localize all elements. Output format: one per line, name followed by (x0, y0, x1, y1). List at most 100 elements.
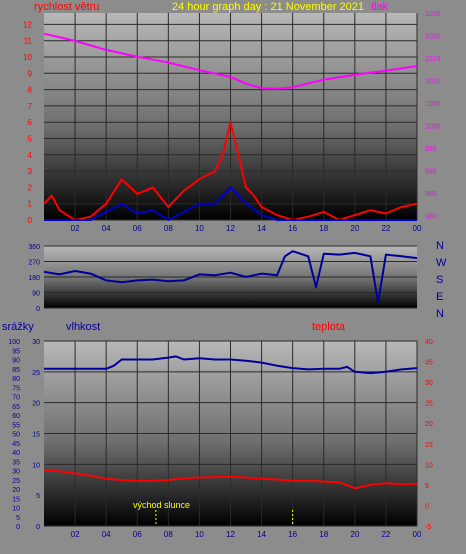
y-tick-label: 12 (23, 20, 32, 29)
y-tick-label: 40 (425, 339, 433, 346)
compass-label: N (436, 240, 444, 252)
y-tick-label: 30 (32, 339, 40, 346)
y-tick-label: 980 (425, 214, 437, 221)
y-tick-label: 20 (12, 487, 20, 494)
y-tick-label: 5 (16, 515, 20, 522)
x-tick-label: 16 (288, 224, 297, 233)
y-tick-label: 20 (425, 421, 433, 428)
x-tick-label: 00 (413, 530, 422, 539)
y-tick-label: 10 (23, 53, 32, 62)
x-tick-label: 08 (164, 530, 173, 539)
y-tick-label: 5 (425, 483, 429, 490)
x-tick-label: 16 (288, 530, 297, 539)
y-tick-label: 40 (12, 450, 20, 457)
y-tick-label: -5 (425, 524, 431, 531)
y-tick-label: 11 (24, 37, 33, 46)
y-tick-label: 2 (28, 183, 33, 192)
y-tick-label: 8 (28, 86, 33, 95)
y-tick-label: 0 (425, 503, 429, 510)
x-tick-label: 12 (226, 224, 235, 233)
x-tick-label: 22 (381, 224, 390, 233)
y-tick-label: 6 (28, 118, 33, 127)
y-tick-label: 90 (12, 358, 20, 365)
y-tick-label: 1005 (425, 101, 441, 108)
y-tick-label: 1 (28, 200, 33, 209)
y-tick-label: 85 (12, 367, 20, 374)
humidity-line (44, 355, 418, 375)
y-tick-label: 9 (28, 69, 33, 78)
x-tick-label: 02 (71, 530, 80, 539)
y-tick-label: 25 (425, 401, 433, 408)
y-tick-label: 30 (425, 380, 433, 387)
x-tick-label: 10 (195, 530, 204, 539)
chart-title: 24 hour graph day : 21 November 2021 (172, 1, 364, 13)
y-tick-label: 30 (12, 469, 20, 476)
y-tick-label: 360 (28, 244, 40, 251)
y-tick-label: 995 (425, 146, 437, 153)
x-tick-label: 18 (319, 530, 328, 539)
humidity-axis-title: vlhkost (66, 321, 100, 333)
y-tick-label: 55 (12, 422, 20, 429)
y-tick-label: 0 (36, 306, 40, 313)
x-tick-label: 04 (102, 224, 111, 233)
y-tick-label: 65 (12, 404, 20, 411)
x-tick-label: 20 (350, 530, 359, 539)
y-tick-label: 15 (12, 496, 20, 503)
y-tick-label: 60 (12, 413, 20, 420)
y-tick-label: 1015 (425, 56, 441, 63)
y-tick-label: 1020 (425, 34, 441, 41)
x-tick-label: 10 (195, 224, 204, 233)
y-tick-label: 10 (32, 462, 40, 469)
y-tick-label: 35 (425, 360, 433, 367)
wind-axis-title: rychlost větru (34, 1, 99, 13)
y-tick-label: 985 (425, 191, 437, 198)
y-tick-label: 90 (32, 291, 40, 298)
x-tick-label: 22 (381, 530, 390, 539)
y-tick-label: 0 (28, 216, 33, 225)
wind-direction-line (43, 250, 418, 304)
sunrise-label: východ slunce (133, 500, 190, 510)
pressure-axis-title: tlak (371, 1, 389, 13)
y-tick-label: 10 (12, 506, 20, 513)
temperature-line (43, 469, 418, 490)
y-tick-label: 1025 (425, 11, 441, 18)
y-tick-label: 20 (32, 401, 40, 408)
y-tick-label: 95 (12, 348, 20, 355)
y-tick-label: 4 (28, 151, 33, 160)
y-tick-label: 3 (28, 167, 33, 176)
x-tick-label: 14 (257, 224, 266, 233)
y-tick-label: 80 (12, 376, 20, 383)
y-tick-label: 50 (12, 432, 20, 439)
wind-gust-line (44, 186, 417, 221)
pressure-line (43, 32, 418, 90)
y-tick-label: 15 (425, 442, 433, 449)
y-tick-label: 7 (28, 102, 33, 111)
y-tick-label: 25 (12, 478, 20, 485)
x-tick-label: 08 (164, 224, 173, 233)
y-tick-label: 70 (12, 395, 20, 402)
compass-label: W (436, 257, 447, 269)
y-tick-label: 1010 (425, 79, 441, 86)
y-tick-label: 0 (16, 524, 20, 531)
y-tick-label: 25 (32, 370, 40, 377)
y-tick-label: 0 (36, 524, 40, 531)
compass-label: E (436, 291, 443, 303)
y-tick-label: 180 (28, 275, 40, 282)
x-tick-label: 04 (102, 530, 111, 539)
y-tick-label: 5 (36, 493, 40, 500)
y-tick-label: 270 (28, 260, 40, 267)
y-tick-label: 990 (425, 169, 437, 176)
x-tick-label: 02 (71, 224, 80, 233)
x-tick-label: 06 (133, 530, 142, 539)
compass-label: S (436, 274, 443, 286)
y-tick-label: 35 (12, 459, 20, 466)
x-tick-label: 06 (133, 224, 142, 233)
precip-axis-title: srážky (2, 321, 34, 333)
temperature-axis-title: teplota (312, 321, 346, 333)
x-tick-label: 00 (413, 224, 422, 233)
x-tick-label: 12 (226, 530, 235, 539)
y-tick-label: 1000 (425, 124, 441, 131)
y-tick-label: 15 (32, 432, 40, 439)
y-tick-label: 10 (425, 462, 433, 469)
